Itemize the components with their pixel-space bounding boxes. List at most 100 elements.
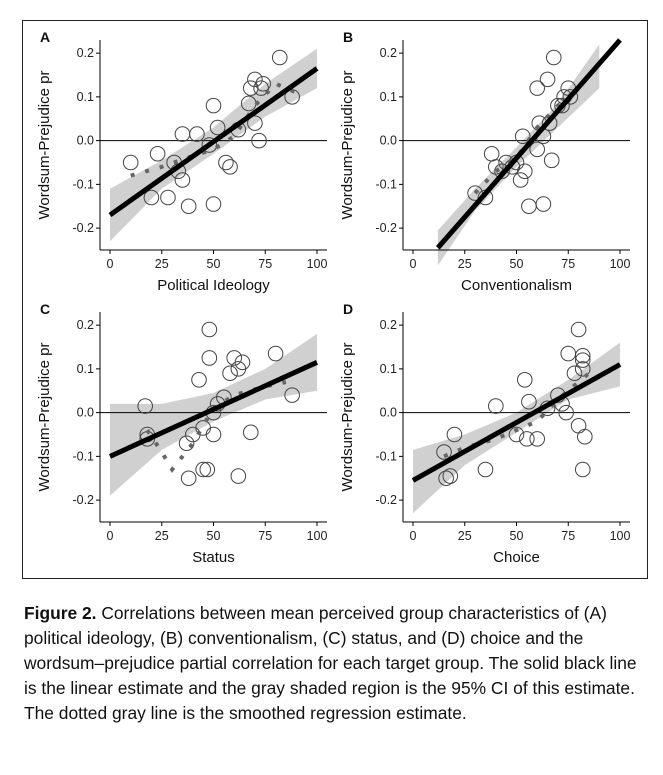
- fit-line-d: [411, 362, 622, 483]
- point-a-20: [247, 115, 263, 131]
- point-d-2: [442, 468, 459, 484]
- x-label-a: Political Ideology: [157, 277, 270, 294]
- y-tick-label-a-4: 0.2: [77, 46, 94, 60]
- x-tick-label-d-3: 75: [561, 529, 575, 543]
- fit-line-a: [108, 66, 319, 218]
- x-tick-label-c-3: 75: [258, 529, 272, 543]
- point-a-21: [251, 132, 267, 149]
- point-b-11: [521, 198, 537, 215]
- point-d-1: [438, 470, 454, 487]
- point-b-17: [539, 71, 556, 88]
- point-d-17: [570, 321, 587, 338]
- point-a-15: [222, 159, 238, 175]
- panel-letter-a: A: [40, 29, 50, 45]
- y-tick-label-b-1: -0.1: [375, 177, 397, 191]
- point-c-20: [234, 354, 251, 371]
- x-tick-label-d-0: 0: [410, 529, 417, 543]
- smooth-line-d: [443, 371, 591, 459]
- x-tick-label-d-4: 100: [610, 529, 631, 543]
- x-tick-label-b-1: 25: [458, 257, 472, 271]
- point-a-11: [205, 97, 222, 114]
- y-tick-label-d-0: -0.2: [375, 493, 397, 507]
- x-tick-label-a-1: 25: [155, 257, 169, 271]
- x-tick-label-a-3: 75: [258, 257, 272, 271]
- panel-letter-d: D: [343, 301, 353, 317]
- caption-lead: Figure 2.: [24, 603, 97, 623]
- point-a-10: [201, 137, 218, 153]
- y-tick-label-d-3: 0.1: [380, 362, 397, 376]
- figure-panels: -0.2 -0.1 0.0 0.1 0.2 0 25 50 75 100 A Political Id…: [36, 29, 631, 566]
- ci-band-c: [110, 333, 317, 496]
- point-a-14: [218, 154, 234, 171]
- y-tick-label-a-3: 0.1: [77, 90, 94, 104]
- ci-band-d: [413, 342, 620, 514]
- point-d-5: [488, 398, 504, 414]
- point-b-10: [516, 163, 533, 180]
- y-label-c: Wordsum-Prejudice pr: [36, 343, 53, 492]
- point-c-9: [199, 461, 216, 478]
- x-tick-label-b-2: 50: [510, 257, 524, 271]
- point-a-19: [247, 71, 263, 88]
- point-b-9: [514, 128, 531, 145]
- point-a-9: [189, 126, 205, 142]
- y-tick-label-d-4: 0.2: [380, 318, 397, 332]
- point-b-12: [529, 80, 546, 96]
- figure-caption: Figure 2. Correlations between mean perc…: [24, 601, 646, 726]
- point-d-0: [436, 444, 452, 460]
- point-a-7: [174, 126, 191, 142]
- x-tick-label-d-1: 25: [458, 529, 472, 543]
- point-d-4: [477, 461, 494, 478]
- point-d-18: [570, 417, 587, 434]
- point-a-24: [271, 49, 288, 66]
- x-tick-label-a-2: 50: [207, 257, 221, 271]
- figure-frame: [22, 20, 648, 579]
- point-a-6: [174, 172, 191, 188]
- point-c-6: [191, 372, 207, 388]
- y-tick-label-d-1: -0.1: [375, 449, 397, 463]
- point-a-13: [209, 119, 226, 136]
- point-b-8: [512, 172, 529, 188]
- point-d-3: [446, 426, 463, 443]
- y-tick-label-c-0: -0.2: [72, 493, 94, 507]
- x-tick-label-d-2: 50: [510, 529, 524, 543]
- point-b-13: [529, 141, 546, 158]
- point-c-7: [195, 461, 211, 478]
- y-tick-label-b-2: 0.0: [380, 134, 397, 148]
- point-c-22: [267, 345, 284, 362]
- point-a-12: [205, 196, 222, 212]
- ci-band-a: [110, 48, 317, 242]
- y-tick-label-a-1: -0.1: [72, 177, 94, 191]
- x-label-b: Conventionalism: [461, 277, 572, 294]
- y-tick-label-a-2: 0.0: [77, 134, 94, 148]
- y-label-b: Wordsum-Prejudice pr: [339, 71, 356, 220]
- y-tick-label-c-2: 0.0: [77, 406, 94, 420]
- point-d-16: [566, 365, 583, 382]
- y-tick-label-d-2: 0.0: [380, 406, 397, 420]
- x-tick-label-a-4: 100: [307, 257, 328, 271]
- x-tick-label-c-0: 0: [107, 529, 114, 543]
- point-b-22: [554, 97, 570, 114]
- point-d-9: [521, 393, 537, 410]
- y-tick-label-c-4: 0.2: [77, 318, 94, 332]
- point-a-3: [160, 189, 176, 206]
- point-d-7: [516, 372, 533, 388]
- y-tick-label-b-3: 0.1: [380, 90, 397, 104]
- point-c-13: [205, 426, 222, 443]
- point-d-20: [574, 347, 591, 364]
- y-tick-label-b-4: 0.2: [380, 46, 397, 60]
- y-tick-label-c-1: -0.1: [72, 449, 94, 463]
- point-d-23: [574, 461, 591, 478]
- point-c-11: [201, 321, 218, 338]
- point-c-0: [137, 398, 153, 414]
- fit-line-c: [108, 360, 319, 459]
- x-tick-label-b-0: 0: [410, 257, 417, 271]
- point-a-1: [143, 189, 160, 206]
- point-c-23: [284, 387, 300, 403]
- point-b-20: [545, 49, 562, 66]
- x-tick-label-b-3: 75: [561, 257, 575, 271]
- x-label-d: Choice: [493, 549, 540, 566]
- point-c-19: [230, 468, 247, 484]
- fit-line-b: [435, 38, 622, 250]
- point-c-17: [226, 350, 242, 366]
- point-b-2: [483, 145, 500, 162]
